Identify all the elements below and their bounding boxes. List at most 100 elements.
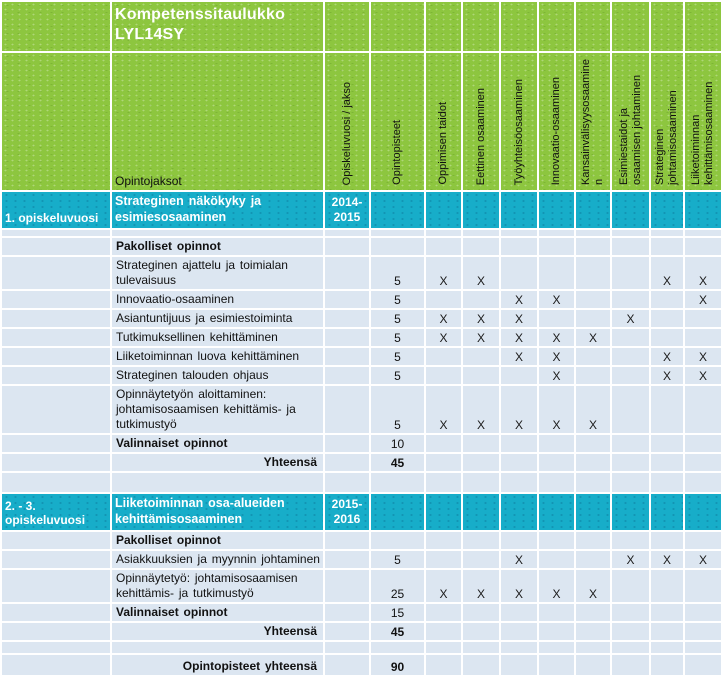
row-head-empty-cell xyxy=(0,384,112,435)
row-head-empty-cell xyxy=(0,308,112,329)
competence-table: Kompetenssitaulukko LYL14SY Opintojaksot… xyxy=(0,0,721,677)
course-label: Opintopisteet yhteensä xyxy=(110,653,325,677)
section-band-row: 2. - 3. opiskeluvuosi Liiketoiminnan osa-… xyxy=(0,492,721,532)
competence-mark-cell: X xyxy=(499,289,539,310)
course-label: Yhteensä xyxy=(110,452,325,473)
competence-mark-cell xyxy=(537,452,576,473)
page-title-line1: Kompetenssitaulukko xyxy=(115,6,286,23)
spacer-cell xyxy=(369,640,426,655)
course-label: Pakolliset opinnot xyxy=(110,236,325,257)
spacer-cell xyxy=(683,228,721,238)
col-header-esimiestaidot: Esimiestaidot ja osaamisen johtaminen xyxy=(610,51,651,192)
competence-mark-cell: X xyxy=(424,568,463,604)
competence-mark-cell: X xyxy=(499,346,539,367)
competence-mark-cell xyxy=(649,602,685,623)
competence-mark-cell xyxy=(610,568,651,604)
course-points: 25 xyxy=(369,568,426,604)
header-corner-cell xyxy=(0,51,112,192)
competence-mark-cell xyxy=(649,568,685,604)
section-band-empty-cell xyxy=(574,492,612,532)
competence-mark-cell xyxy=(574,433,612,454)
competence-mark-cell xyxy=(610,530,651,551)
row-head-empty-cell xyxy=(0,255,112,291)
course-points: 45 xyxy=(369,452,426,473)
section-band-empty-cell xyxy=(499,492,539,532)
course-row: Innovaatio-osaaminen 5 X X X xyxy=(0,289,721,310)
course-label: Innovaatio-osaaminen xyxy=(110,289,325,310)
section-band-empty-cell xyxy=(610,492,651,532)
competence-mark-cell xyxy=(461,549,501,570)
competence-mark-cell xyxy=(574,289,612,310)
competence-mark-cell: X xyxy=(574,327,612,348)
course-row: Strateginen talouden ohjaus 5 X X X xyxy=(0,365,721,386)
spacer-cell xyxy=(499,640,539,655)
competence-mark-cell: X xyxy=(499,568,539,604)
competence-mark-cell xyxy=(683,433,721,454)
competence-mark-cell xyxy=(461,365,501,386)
competence-mark-cell xyxy=(499,433,539,454)
spacer-cell xyxy=(369,471,426,494)
title-row-corner-cell xyxy=(0,0,112,53)
course-label: Opinnäytetyö: johtamisosaamisen kehittäm… xyxy=(110,568,325,604)
row-head-empty-cell xyxy=(0,653,112,677)
competence-mark-cell xyxy=(461,433,501,454)
course-points: 5 xyxy=(369,549,426,570)
row-head-empty-cell xyxy=(0,621,112,642)
spacer-cell xyxy=(610,471,651,494)
course-points: 5 xyxy=(369,327,426,348)
competence-mark-cell xyxy=(499,255,539,291)
spacer-cell xyxy=(574,640,612,655)
col-header-tyoyhteisoosaaminen: Työyhteisöosaaminen xyxy=(499,51,539,192)
period-empty-cell xyxy=(323,433,371,454)
spacer-cell xyxy=(110,640,325,655)
competence-mark-cell: X xyxy=(610,549,651,570)
spacer-cell xyxy=(574,228,612,238)
course-label: Yhteensä xyxy=(110,621,325,642)
course-label: Valinnaiset opinnot xyxy=(110,433,325,454)
competence-mark-cell xyxy=(499,365,539,386)
competence-mark-cell xyxy=(574,653,612,677)
course-row: Opinnäytetyön aloittaminen: johtamisosaa… xyxy=(0,384,721,435)
competence-mark-cell: X xyxy=(461,327,501,348)
title-row: Kompetenssitaulukko LYL14SY xyxy=(0,0,721,53)
competence-mark-cell xyxy=(649,384,685,435)
competence-mark-cell xyxy=(649,308,685,329)
competence-mark-cell: X xyxy=(424,255,463,291)
competence-mark-cell xyxy=(649,327,685,348)
col-header-liiketoiminnan-kehittamisosaaminen: Liiketoiminnan kehittämisosaaminen xyxy=(683,51,721,192)
competence-mark-cell xyxy=(610,602,651,623)
competence-mark-cell xyxy=(461,621,501,642)
spacer-cell xyxy=(323,471,371,494)
competence-mark-cell: X xyxy=(424,308,463,329)
competence-mark-cell xyxy=(537,255,576,291)
competence-mark-cell: X xyxy=(461,568,501,604)
col-header-oppimisen-taidot: Oppimisen taidot xyxy=(424,51,463,192)
period-empty-cell xyxy=(323,308,371,329)
competence-mark-cell xyxy=(424,653,463,677)
competence-mark-cell xyxy=(683,327,721,348)
competence-mark-cell xyxy=(610,327,651,348)
col-header-strateginen-johtamisosaaminen: Strateginen johtamisosaaminen xyxy=(649,51,685,192)
row-head-empty-cell xyxy=(0,530,112,551)
spacer-row xyxy=(0,471,721,494)
spacer-cell xyxy=(610,228,651,238)
competence-mark-cell: X xyxy=(649,549,685,570)
competence-mark-cell: X xyxy=(499,327,539,348)
spacer-cell xyxy=(369,228,426,238)
course-label: Strateginen talouden ohjaus xyxy=(110,365,325,386)
competence-mark-cell xyxy=(499,452,539,473)
spacer-cell xyxy=(649,228,685,238)
course-label: Pakolliset opinnot xyxy=(110,530,325,551)
section-band-empty-cell xyxy=(683,190,721,230)
competence-mark-cell: X xyxy=(537,327,576,348)
course-row: Asiakkuuksien ja myynnin johtaminen 5 X X X X xyxy=(0,549,721,570)
competence-mark-cell: X xyxy=(537,568,576,604)
competence-mark-cell xyxy=(499,530,539,551)
col-header-opintopisteet: Opintopisteet xyxy=(369,51,426,192)
spacer-cell xyxy=(683,471,721,494)
competence-mark-cell: X xyxy=(683,549,721,570)
spacer-cell xyxy=(574,471,612,494)
competence-mark-cell xyxy=(499,602,539,623)
competence-mark-cell xyxy=(574,452,612,473)
competence-mark-cell xyxy=(574,530,612,551)
